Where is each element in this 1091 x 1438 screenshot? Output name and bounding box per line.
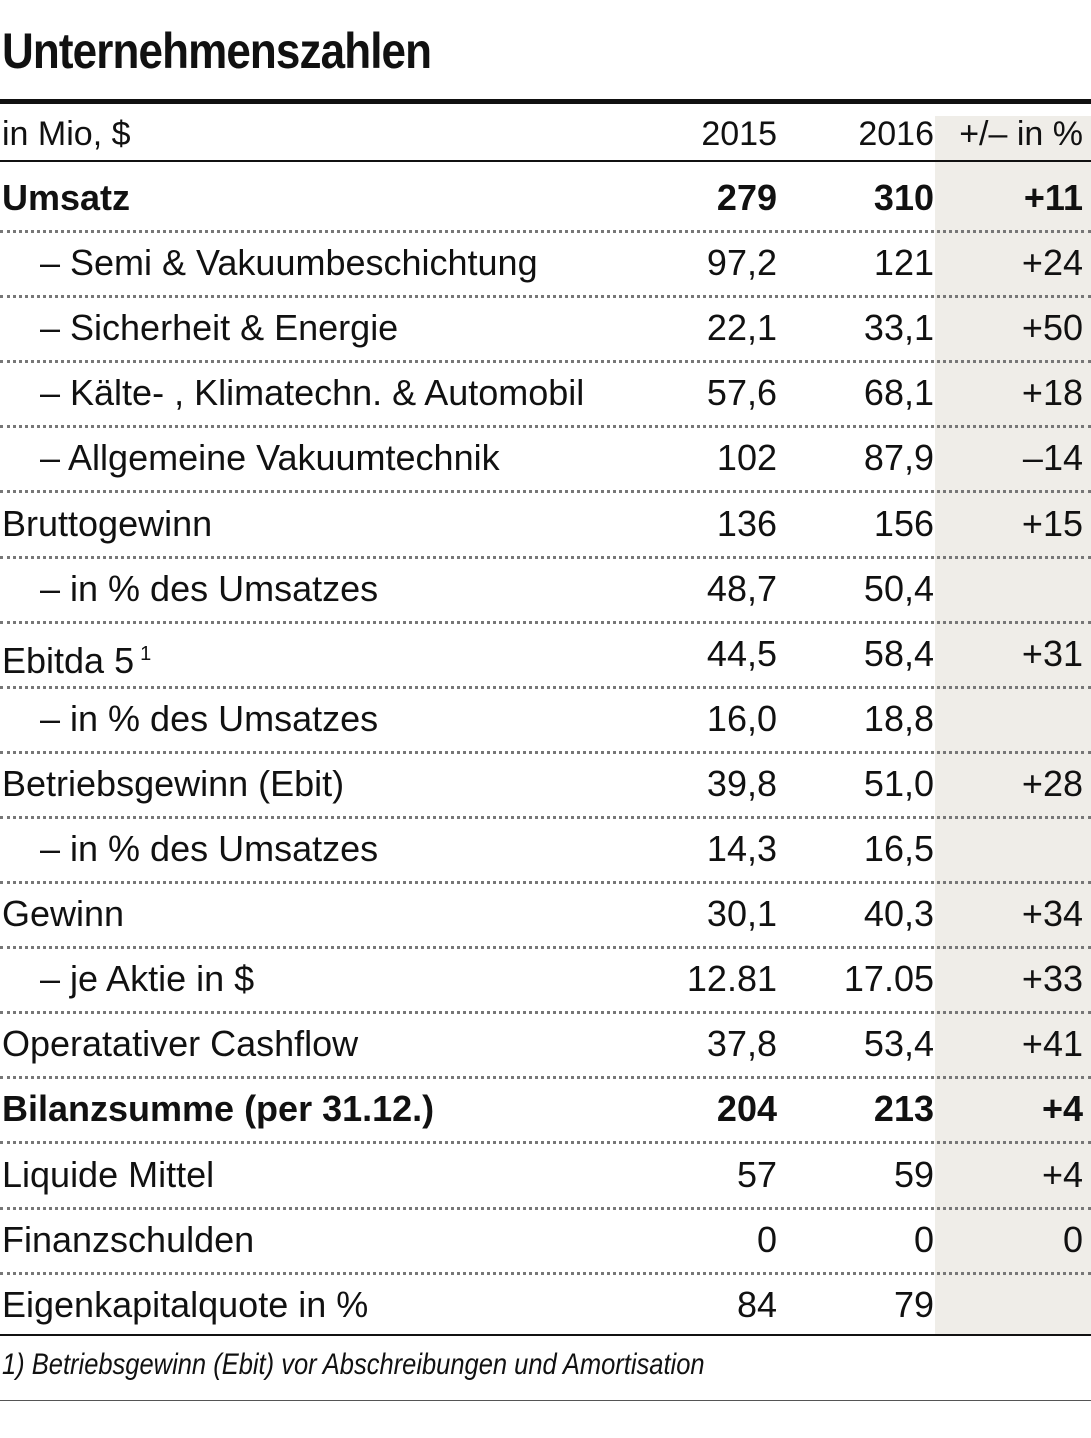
cell-value: 0 bbox=[913, 1218, 934, 1260]
cell-value: 58,4 bbox=[863, 632, 934, 674]
cell-value: 12.81 bbox=[686, 958, 777, 1000]
footnote-rule bbox=[0, 1400, 1091, 1401]
row-label: Bruttogewinn bbox=[2, 502, 213, 544]
row-label: – Sicherheit & Energie bbox=[40, 307, 399, 349]
cell-value: 16,0 bbox=[706, 697, 777, 739]
cell-value: 84 bbox=[736, 1283, 777, 1325]
row-separator bbox=[0, 295, 1091, 299]
cell-value: 97,2 bbox=[706, 242, 777, 284]
footnote: 1) Betriebsgewinn (Ebit) vor Abschreibun… bbox=[2, 1348, 705, 1381]
header-cell: in Mio, $ bbox=[2, 115, 131, 153]
cell-value: 16,5 bbox=[863, 828, 934, 869]
cell-value: +11 bbox=[1023, 177, 1083, 218]
cell-value: 22,1 bbox=[706, 307, 777, 349]
cell-value: +34 bbox=[1021, 893, 1083, 935]
row-label: Liquide Mittel bbox=[2, 1153, 215, 1195]
row-separator bbox=[0, 620, 1091, 624]
row-label: – Semi & Vakuumbeschichtung bbox=[40, 242, 538, 284]
cell-value: 44,5 bbox=[706, 632, 777, 674]
cell-value: +18 bbox=[1021, 372, 1083, 414]
cell-value: 213 bbox=[873, 1088, 934, 1130]
cell-value: +33 bbox=[1021, 958, 1083, 1000]
row-label: – Allgemeine Vakuumtechnik bbox=[40, 437, 500, 479]
header-rule bbox=[0, 160, 1091, 162]
cell-value: +15 bbox=[1021, 502, 1083, 544]
cell-value: +4 bbox=[1041, 1153, 1083, 1195]
row-separator bbox=[0, 1076, 1091, 1080]
row-separator bbox=[0, 685, 1091, 689]
row-separator bbox=[0, 815, 1091, 819]
row-separator bbox=[0, 360, 1091, 364]
row-label: Betriebsgewinn (Ebit) bbox=[2, 762, 345, 804]
cell-value: 136 bbox=[716, 502, 777, 544]
cell-value: 51,0 bbox=[863, 762, 934, 804]
cell-value: 102 bbox=[716, 437, 777, 479]
row-label: – in % des Umsatzes bbox=[40, 828, 379, 869]
cell-value: 57 bbox=[736, 1153, 777, 1195]
row-label: Umsatz bbox=[2, 177, 131, 218]
row-label: – Kälte- , Klimatechn. & Automobil bbox=[40, 372, 585, 414]
cell-value: +28 bbox=[1021, 762, 1083, 804]
cell-value: 156 bbox=[873, 502, 934, 544]
cell-value: 39,8 bbox=[706, 762, 777, 804]
row-separator bbox=[0, 490, 1091, 494]
cell-value: 59 bbox=[893, 1153, 934, 1195]
row-label: Eigenkapitalquote in % bbox=[2, 1283, 369, 1325]
cell-value: –14 bbox=[1022, 437, 1083, 479]
row-separator bbox=[0, 1271, 1091, 1275]
cell-value: 48,7 bbox=[706, 567, 777, 609]
row-separator bbox=[0, 750, 1091, 754]
cell-value: 0 bbox=[1062, 1218, 1083, 1260]
cell-value: +50 bbox=[1021, 307, 1083, 349]
row-separator bbox=[0, 1141, 1091, 1145]
row-label: – je Aktie in $ bbox=[40, 958, 255, 1000]
row-separator bbox=[0, 881, 1091, 884]
row-label: – in % des Umsatzes bbox=[40, 567, 379, 609]
cell-value: 17.05 bbox=[843, 958, 934, 1000]
row-label: Bilanzsumme (per 31.12.) bbox=[2, 1088, 435, 1130]
cell-value: 204 bbox=[716, 1088, 777, 1130]
row-label: Operatativer Cashflow bbox=[2, 1023, 359, 1065]
cell-value: 53,4 bbox=[863, 1023, 934, 1065]
cell-value: 57,6 bbox=[706, 372, 777, 414]
footnote-ref: 1 bbox=[140, 642, 152, 665]
cell-value: +24 bbox=[1021, 242, 1083, 284]
row-separator bbox=[0, 230, 1091, 233]
cell-value: 37,8 bbox=[706, 1023, 777, 1065]
header-cell: 2015 bbox=[701, 115, 777, 153]
title: Unternehmenszahlen bbox=[2, 23, 432, 79]
cell-value: 14,3 bbox=[706, 828, 777, 869]
cell-value: 18,8 bbox=[863, 697, 934, 739]
row-label: – in % des Umsatzes bbox=[40, 697, 379, 739]
header-cell: 2016 bbox=[858, 115, 934, 153]
row-label: Gewinn bbox=[2, 893, 125, 935]
row-separator bbox=[0, 1011, 1091, 1015]
row-separator bbox=[0, 555, 1091, 559]
row-label: Finanzschulden bbox=[2, 1218, 255, 1260]
row-separator bbox=[0, 425, 1091, 429]
bottom-rule bbox=[0, 1334, 1091, 1336]
cell-value: 40,3 bbox=[863, 893, 934, 935]
cell-value: 33,1 bbox=[863, 307, 934, 349]
cell-value: 30,1 bbox=[706, 893, 777, 935]
cell-value: 121 bbox=[873, 242, 934, 284]
cell-value: 279 bbox=[716, 177, 777, 218]
row-separator bbox=[0, 946, 1091, 950]
cell-value: 0 bbox=[756, 1218, 777, 1260]
cell-value: +4 bbox=[1041, 1088, 1083, 1130]
row-separator bbox=[0, 1206, 1091, 1210]
cell-value: +41 bbox=[1021, 1023, 1083, 1065]
shaded-column bbox=[935, 116, 1091, 1336]
cell-value: 68,1 bbox=[863, 372, 934, 414]
cell-value: 310 bbox=[873, 177, 934, 218]
top-rule bbox=[0, 99, 1091, 104]
cell-value: 50,4 bbox=[863, 567, 934, 609]
header-cell: +/– in % bbox=[959, 115, 1083, 153]
cell-value: 87,9 bbox=[863, 437, 934, 479]
cell-value: +31 bbox=[1021, 632, 1083, 674]
cell-value: 79 bbox=[893, 1283, 934, 1325]
